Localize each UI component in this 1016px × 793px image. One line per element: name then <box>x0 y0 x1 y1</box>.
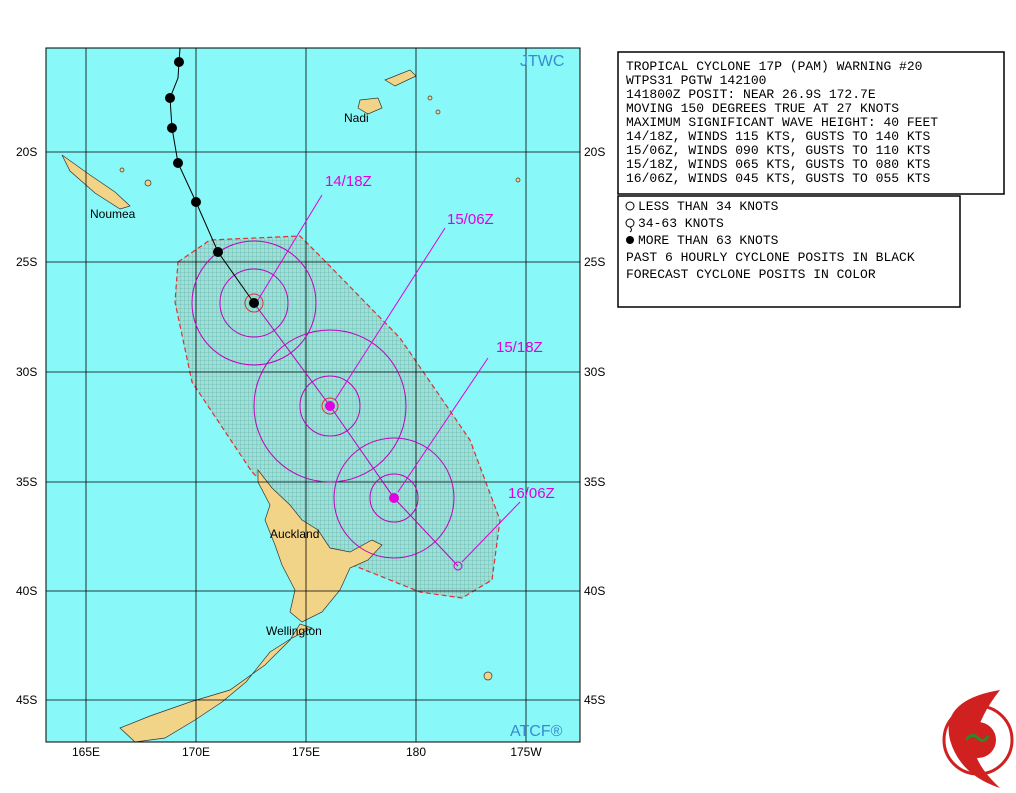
warning-box: TROPICAL CYCLONE 17P (PAM) WARNING #20 W… <box>617 51 1005 195</box>
place-label: Noumea <box>90 207 136 221</box>
forecast-label: 15/06Z <box>447 211 494 228</box>
lat-label: 45S <box>584 693 605 707</box>
warning-line: 15/06Z, WINDS 090 KTS, GUSTS TO 110 KTS <box>626 143 930 158</box>
graticule <box>46 48 580 742</box>
lat-label: 25S <box>584 255 605 269</box>
lon-label: 170E <box>182 745 210 759</box>
place-label: Nadi <box>344 111 369 125</box>
logo <box>942 690 1014 788</box>
warning-line: 141800Z POSIT: NEAR 26.9S 172.7E <box>626 87 876 102</box>
lat-label: 40S <box>584 584 605 598</box>
legend-line: FORECAST CYCLONE POSITS IN COLOR <box>626 267 876 282</box>
forecast-label: 14/18Z <box>325 173 372 190</box>
lat-labels: 20S 25S 30S 35S 40S 45S 20S 25S 30S 35S … <box>16 145 605 707</box>
wind-radii <box>191 240 455 559</box>
lon-label: 180 <box>406 745 426 759</box>
map: 14/18Z 15/06Z 15/18Z 16/06Z Nadi Noumea … <box>16 47 605 759</box>
lat-label: 35S <box>16 475 37 489</box>
legend-box: LESS THAN 34 KNOTS 34-63 KNOTS MORE THAN… <box>617 195 961 308</box>
map-frame <box>45 47 581 743</box>
place-label: Wellington <box>266 624 322 638</box>
warning-line: MOVING 150 DEGREES TRUE AT 27 KNOTS <box>626 101 899 116</box>
track <box>165 48 521 571</box>
warning-line: 15/18Z, WINDS 065 KTS, GUSTS TO 080 KTS <box>626 157 930 172</box>
lat-label: 20S <box>16 145 37 159</box>
lon-label: 175W <box>510 745 542 759</box>
warning-line: MAXIMUM SIGNIFICANT WAVE HEIGHT: 40 FEET <box>626 115 938 130</box>
lat-label: 35S <box>584 475 605 489</box>
lat-label: 45S <box>16 693 37 707</box>
forecast-label: 15/18Z <box>496 339 543 356</box>
warning-line: 16/06Z, WINDS 045 KTS, GUSTS TO 055 KTS <box>626 171 930 186</box>
legend-line: PAST 6 HOURLY CYCLONE POSITS IN BLACK <box>626 250 915 265</box>
forecast-label: 16/06Z <box>508 485 555 502</box>
software-label: ATCF® <box>510 723 563 740</box>
agency-label: JTWC <box>520 53 564 70</box>
lon-label: 175E <box>292 745 320 759</box>
warning-line: WTPS31 PGTW 142100 <box>626 73 766 88</box>
land <box>61 69 521 742</box>
lat-label: 30S <box>584 365 605 379</box>
warning-line: TROPICAL CYCLONE 17P (PAM) WARNING #20 <box>626 59 922 74</box>
lat-label: 20S <box>584 145 605 159</box>
lat-label: 30S <box>16 365 37 379</box>
lat-label: 25S <box>16 255 37 269</box>
lon-label: 165E <box>72 745 100 759</box>
lat-label: 40S <box>16 584 37 598</box>
lon-labels: 165E 170E 175E 180 175W <box>72 745 542 759</box>
legend-line: 34-63 KNOTS <box>638 216 724 231</box>
place-label: Auckland <box>270 527 319 541</box>
legend-line: MORE THAN 63 KNOTS <box>638 233 779 248</box>
warning-line: 14/18Z, WINDS 115 KTS, GUSTS TO 140 KTS <box>626 129 930 144</box>
legend-line: LESS THAN 34 KNOTS <box>638 199 779 214</box>
